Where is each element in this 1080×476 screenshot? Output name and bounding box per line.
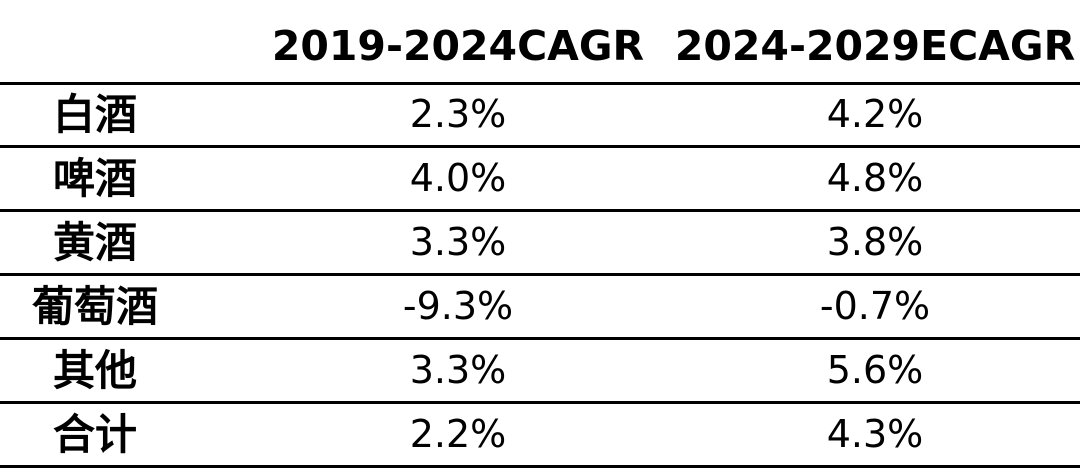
value-cell: 2.2% (409, 412, 507, 456)
row-divider (0, 209, 1080, 212)
row-divider (0, 337, 1080, 340)
value-cell: 3.3% (409, 348, 507, 392)
value-cell: 4.8% (826, 156, 924, 200)
table-border-top (0, 82, 1080, 85)
row-label: 白酒 (52, 90, 137, 139)
table-row: 白酒 2.3% 4.2% (0, 84, 1080, 145)
value-cell: -0.7% (819, 284, 931, 328)
value-cell: 5.6% (826, 348, 924, 392)
table-row: 啤酒 4.0% 4.8% (0, 148, 1080, 209)
value-cell: 4.2% (826, 92, 924, 136)
row-divider (0, 465, 1080, 468)
row-divider (0, 401, 1080, 404)
value-cell: 3.3% (409, 220, 507, 264)
value-cell: 3.8% (826, 220, 924, 264)
row-label: 黄酒 (52, 218, 137, 267)
value-cell: 4.0% (409, 156, 507, 200)
row-divider (0, 145, 1080, 148)
row-label: 葡萄酒 (31, 282, 158, 331)
table-row: 合计 2.2% 4.3% (0, 404, 1080, 465)
column-header-2024-2029: 2024-2029ECAGR (674, 22, 1076, 70)
row-label: 其他 (52, 346, 137, 395)
table-row: 其他 3.3% 5.6% (0, 340, 1080, 401)
row-label: 合计 (52, 410, 137, 459)
column-header-2019-2024: 2019-2024CAGR (271, 22, 645, 70)
value-cell: 2.3% (409, 92, 507, 136)
value-cell: -9.3% (402, 284, 514, 328)
row-divider (0, 273, 1080, 276)
row-label: 啤酒 (52, 154, 137, 203)
table-row: 黄酒 3.3% 3.8% (0, 212, 1080, 273)
value-cell: 4.3% (826, 412, 924, 456)
table-row: 葡萄酒 -9.3% -0.7% (0, 276, 1080, 337)
